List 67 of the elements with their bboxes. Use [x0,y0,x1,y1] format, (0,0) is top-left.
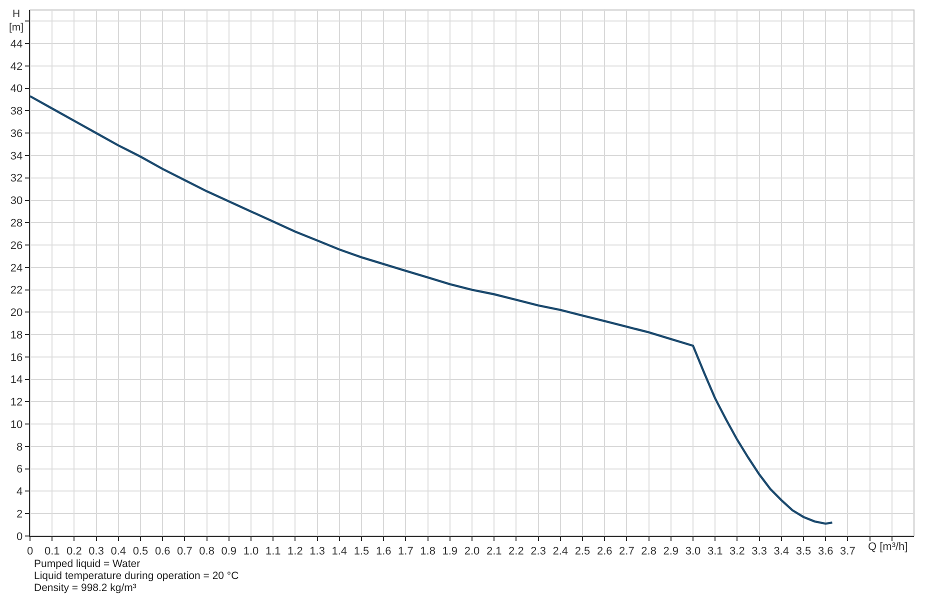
x-tick-label: 2.3 [530,545,546,558]
x-tick-label: 2.7 [619,545,634,558]
x-tick-label: 0.1 [44,545,60,558]
x-tick-label: 3.1 [707,545,723,558]
x-tick-label: 0.5 [132,545,148,558]
y-tick-label: 6 [16,464,23,476]
y-tick-label: 16 [10,352,23,364]
y-tick-label: 12 [10,396,23,409]
x-tick-label: 2.5 [574,545,590,558]
y-tick-label: 44 [10,38,23,50]
x-tick-label: 3.7 [840,545,856,558]
y-axis-title: H [m] [9,8,24,34]
line-series [30,95,834,525]
x-tick-label: 0.6 [154,545,170,558]
x-tick-label: 0 [26,545,34,558]
y-tick-label: 4 [16,486,23,498]
y-tick-label: 22 [10,284,23,297]
x-tick-label: 1.7 [398,545,414,558]
x-tick-label: 0.9 [221,545,237,558]
text: Density = 998.2 kg/m³ [34,582,137,594]
x-tick-label: 2.0 [464,545,480,558]
x-tick-label: 0.3 [88,545,104,558]
x-tick-label: 0.8 [199,545,214,558]
y-tick-label: 38 [10,106,23,118]
x-tick-label: 0.4 [110,545,126,558]
text: Liquid temperature during operation = 20 °C [34,570,240,582]
x-tick-label: 1.8 [420,545,436,558]
x-tick-label: 0.7 [177,545,192,558]
x-tick-label: 2.2 [508,545,524,558]
y-tick-label: 18 [10,329,23,342]
x-tick-label: 3.4 [774,545,790,558]
x-axis-title: Q [m³/h] [868,541,908,553]
x-tick-label: 2.1 [486,545,502,558]
y-tick-label: 28 [10,217,23,230]
text: Pumped liquid = Water [34,558,141,570]
y-tick-label: 24 [10,262,23,274]
y-tick-label: 2 [16,508,23,520]
y-tick-label: 42 [10,60,23,73]
y-tick-label: 20 [10,307,23,320]
y-tick-label: 0 [16,530,23,543]
x-tick-label: 1.1 [265,545,281,558]
x-tick-label: 1.5 [354,545,370,558]
x-tick-label: 3.5 [796,545,812,558]
x-tick-label: 2.4 [552,545,568,558]
x-tick-label: 3.2 [730,545,745,558]
y-tick-label: 34 [10,150,23,162]
y-tick-label: 14 [10,374,23,386]
y-tick-label: 30 [10,195,23,208]
x-tick-label: 0.2 [66,545,82,558]
y-tick-label: 36 [10,128,23,140]
x-tick-label: 1.6 [376,545,392,558]
y-tick-label: 26 [10,240,23,252]
x-tick-label: 1.9 [442,545,458,558]
y-tick-label: 10 [10,418,23,431]
x-tick-label: 2.8 [641,545,656,558]
x-tick-label: 2.6 [596,545,612,558]
x-tick-label: 1.0 [243,545,259,558]
x-tick-label: 3.0 [685,545,701,558]
y-tick-label: 8 [16,441,23,454]
x-tick-label: 3.3 [752,545,767,558]
y-tick-label: 40 [10,83,23,96]
y-tick-label: 32 [10,172,23,185]
x-tick-label: 2.9 [663,545,679,558]
x-tick-label: 1.2 [288,545,303,558]
x-tick-label: 1.3 [310,545,325,558]
x-tick-label: 3.6 [818,545,834,558]
x-tick-label: 1.4 [332,545,348,558]
